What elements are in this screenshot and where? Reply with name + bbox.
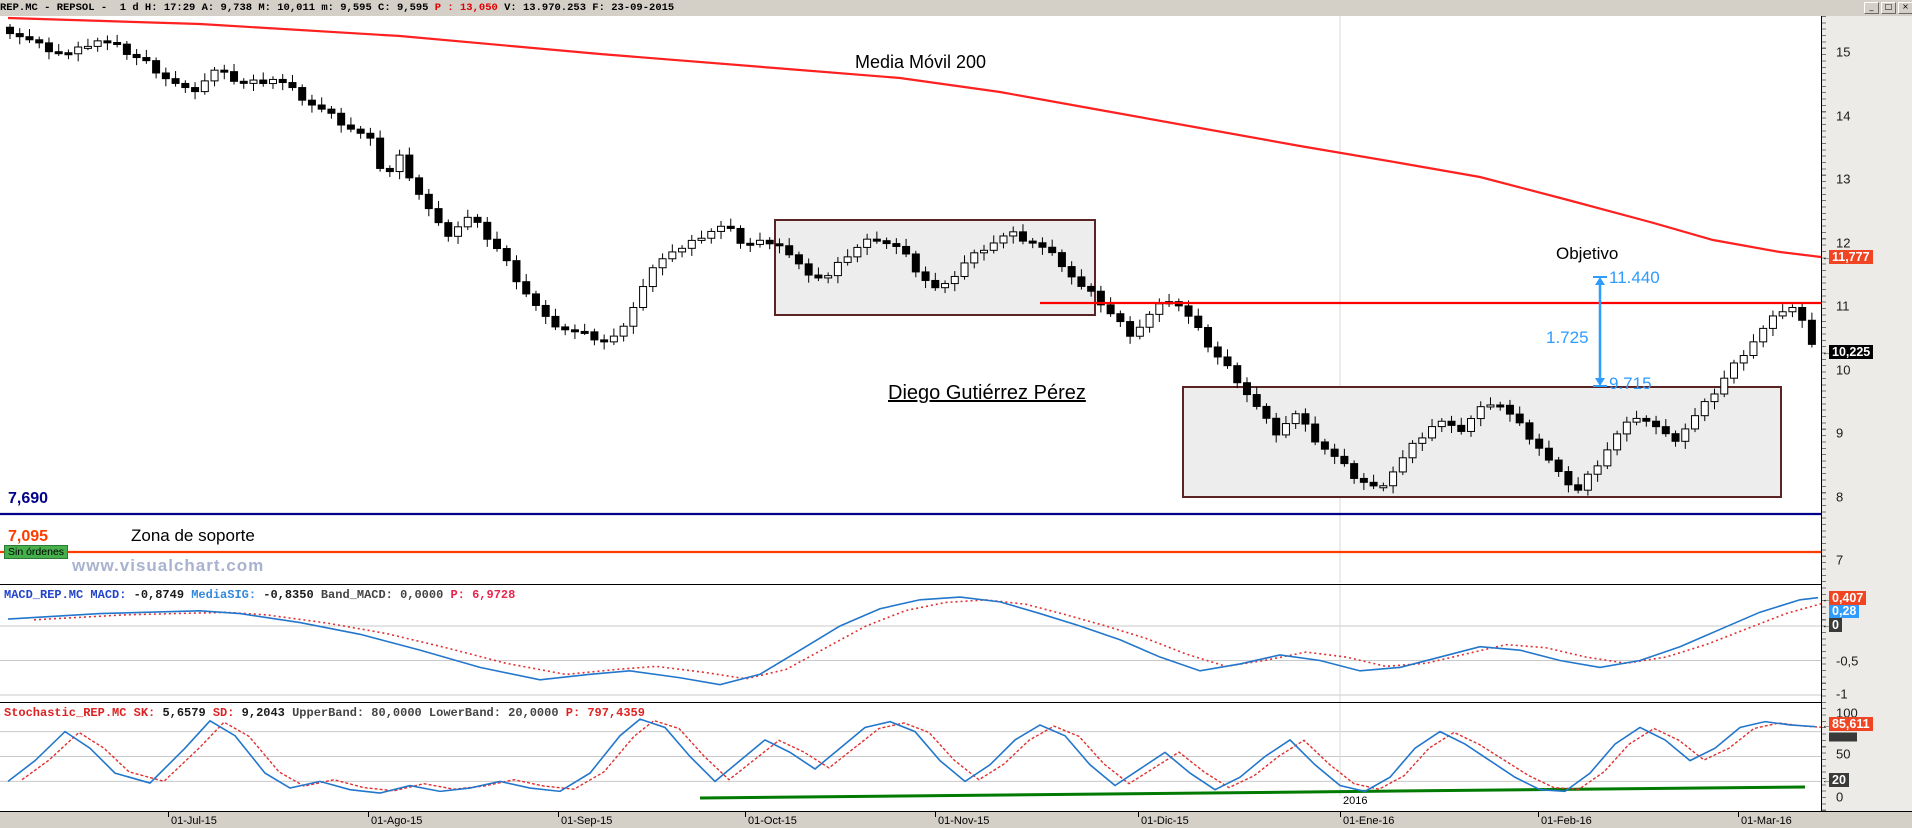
month-label: 01-Nov-15 — [938, 815, 990, 827]
stoch-sk-label: Stochastic_REP.MC SK: — [4, 706, 163, 720]
level-arrow-icon: ← — [1822, 252, 1831, 262]
mediasig-label: MediaSIG: — [191, 588, 264, 602]
price-tick-label: 9 — [1836, 425, 1844, 441]
title-bar: REP.MC - REPSOL - 1 d H: 17:29 A: 9,738 … — [0, 0, 1912, 17]
support-zone-label: Zona de soporte — [131, 526, 255, 545]
macd-tick-label: -1 — [1836, 686, 1848, 702]
ma200-label: Media Móvil 200 — [855, 52, 987, 72]
macd-value: -0,8749 — [133, 588, 192, 602]
stoch-tick-label: 100 — [1836, 705, 1858, 721]
month-label: 01-Mar-16 — [1741, 815, 1792, 827]
macd-zero-badge: 0 — [1829, 618, 1842, 632]
month-label: 01-Feb-16 — [1541, 815, 1592, 827]
stoch-lowerband-badge: 20 — [1829, 773, 1849, 787]
band-macd-label: Band_MACD: 0,0000 — [320, 588, 451, 602]
stochastic-panel[interactable]: Stochastic_REP.MC SK: 5,6579 SD: 9,2043 … — [0, 702, 1821, 811]
title-price-line-value: P : 13,050 — [434, 2, 498, 14]
main-window-controls: _ □ × — [1864, 2, 1912, 14]
stoch-sd-label: SD: — [212, 706, 242, 720]
support-level2-label: 7,095 — [8, 528, 49, 545]
month-tick — [1138, 812, 1139, 817]
stoch-tick-label: 0 — [1836, 789, 1844, 805]
level-arrow-icon: ← — [1822, 720, 1831, 730]
target-value-label: 11.440 — [1609, 268, 1660, 287]
stoch-p-value: P: 797,4359 — [565, 706, 645, 720]
level-arrow-icon: ← — [1822, 620, 1831, 630]
month-label: 01-Jul-15 — [171, 815, 217, 827]
scale-minor-ticks — [1822, 16, 1826, 811]
price-tick-label: 15 — [1836, 44, 1851, 60]
month-tick — [1738, 812, 1739, 817]
time-axis[interactable]: 01-Jul-15 01-Ago-15 01-Sep-15 01-Oct-15 01-N… — [0, 811, 1912, 828]
month-tick — [368, 812, 369, 817]
last-price-badge: 10,225 — [1829, 345, 1874, 359]
stoch-bands-label: UpperBand: 80,0000 LowerBand: 20,0000 — [292, 706, 566, 720]
macd-signal-badge: 0,28 — [1829, 604, 1860, 618]
price-tick-label: 13 — [1836, 171, 1851, 187]
mediasig-value: -0,8350 — [263, 588, 321, 602]
macd-header-label: MACD_REP.MC MACD: — [4, 588, 134, 602]
month-label: 01-Ene-16 — [1343, 815, 1395, 827]
month-tick — [1340, 812, 1341, 817]
title-volume-date-text: V: 13.970.253 F: 23-09-2015 — [497, 2, 675, 14]
stoch-tick-label: 50 — [1836, 746, 1851, 762]
month-tick — [168, 812, 169, 817]
year-label: 2016 — [1343, 795, 1368, 807]
macd-chart — [0, 585, 1821, 702]
stoch-sd-badge-clipped — [1829, 732, 1857, 742]
range-value-label: 1.725 — [1546, 328, 1589, 347]
month-label: 01-Oct-15 — [748, 815, 797, 827]
month-tick — [1538, 812, 1539, 817]
stoch-sk-value: 5,6579 — [162, 706, 213, 720]
price-tick-label: 10 — [1836, 362, 1851, 377]
value-scale[interactable]: 15 14 13 12 11 10 9 8 7 ← 11,777 ← 10,225 0,28 ← 0,407 ←… — [1821, 16, 1912, 811]
price-tick-label: 7 — [1836, 552, 1844, 568]
price-tick-label: 14 — [1836, 108, 1851, 123]
price-tick-label: 12 — [1836, 235, 1851, 250]
author-watermark: Diego Gutiérrez Pérez — [888, 382, 1086, 404]
maximize-icon[interactable]: □ — [1881, 2, 1896, 14]
macd-p-value: P: 6,9728 — [450, 588, 516, 602]
macd-panel[interactable]: MACD_REP.MC MACD: -0,8749 MediaSIG: -0,8… — [0, 584, 1821, 702]
price-tick-label: 11 — [1836, 298, 1850, 314]
no-orders-badge: Sin órdenes — [4, 545, 69, 559]
level-arrow-icon: ← — [1822, 594, 1831, 604]
price-chart-panel[interactable]: Media Móvil 200 Objetivo 11.440 1.725 9.… — [0, 16, 1821, 583]
candlestick-chart — [0, 16, 1821, 583]
stoch-sd-value: 9,2043 — [241, 706, 293, 720]
stochastic-chart — [0, 703, 1821, 800]
price-tick-label: 8 — [1836, 489, 1844, 504]
month-tick — [745, 812, 746, 817]
month-label: 01-Ago-15 — [371, 815, 423, 827]
base-value-label: 9.715 — [1609, 374, 1652, 393]
ma200-value-badge: 11,777 — [1829, 250, 1873, 264]
level-arrow-icon: ← — [1822, 347, 1831, 357]
stochastic-header: Stochastic_REP.MC SK: 5,6579 SD: 9,2043 … — [4, 706, 645, 720]
macd-tick-label: -0,5 — [1836, 653, 1859, 669]
objetivo-label: Objetivo — [1556, 244, 1619, 263]
month-label: 01-Dic-15 — [1141, 815, 1189, 827]
month-label: 01-Sep-15 — [561, 815, 613, 827]
close-icon[interactable]: × — [1898, 2, 1912, 14]
support-level1-label: 7,690 — [8, 490, 49, 507]
macd-header: MACD_REP.MC MACD: -0,8749 MediaSIG: -0,8… — [4, 588, 515, 602]
visualchart-watermark: www.visualchart.com — [72, 556, 265, 575]
title-quote-text: REP.MC - REPSOL - 1 d H: 17:29 A: 9,738 … — [0, 2, 435, 14]
macd-value-badge: 0,407 — [1829, 591, 1867, 605]
stoch-value-badge: 85,611 — [1829, 717, 1873, 731]
month-tick — [558, 812, 559, 817]
level-arrow-icon: ← — [1822, 775, 1831, 785]
month-tick — [935, 812, 936, 817]
minimize-icon[interactable]: _ — [1864, 2, 1879, 14]
